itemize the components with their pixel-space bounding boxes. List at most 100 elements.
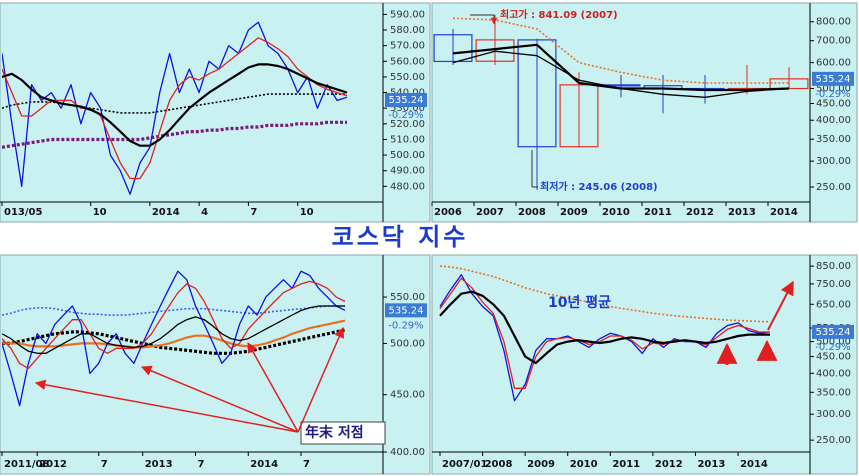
x-tick-label: 2009 bbox=[527, 459, 555, 470]
last-value-label: 535.24 bbox=[389, 95, 424, 106]
annotation: 年末 저점 bbox=[305, 424, 364, 441]
annotation: 최저가 : 245.06 (2008) bbox=[540, 180, 658, 193]
x-tick-label: 2013 bbox=[145, 459, 173, 470]
arrow bbox=[767, 280, 794, 331]
series-line bbox=[439, 274, 771, 402]
series-line bbox=[452, 43, 790, 92]
x-tick-label: 7 bbox=[101, 459, 108, 470]
series-line bbox=[452, 17, 789, 84]
x-tick-label: 4 bbox=[201, 207, 208, 218]
y-tick-label: 580.00 bbox=[390, 25, 425, 36]
series-line bbox=[2, 63, 348, 147]
x-tick-label: 2007 bbox=[476, 207, 504, 218]
x-tick-label: 2013 bbox=[697, 459, 725, 470]
y-tick-label: 500.00 bbox=[816, 84, 851, 95]
arrow bbox=[141, 365, 299, 433]
x-tick-label: 2010 bbox=[602, 207, 630, 218]
change-label: -0.29% bbox=[388, 320, 423, 331]
y-tick-label: 550.00 bbox=[390, 72, 425, 83]
x-tick-label: 2012 bbox=[655, 459, 683, 470]
y-tick-label: 300.00 bbox=[816, 156, 851, 167]
x-tick-label: 10 bbox=[93, 207, 107, 218]
series-line bbox=[2, 21, 348, 195]
y-tick-label: 300.00 bbox=[816, 409, 851, 420]
change-label: -0.29% bbox=[388, 110, 423, 121]
x-tick-label: 2006 bbox=[434, 207, 462, 218]
last-value-box bbox=[385, 92, 427, 107]
x-tick-label: 2012 bbox=[39, 459, 67, 470]
lines bbox=[2, 270, 346, 407]
candle-body bbox=[517, 39, 557, 148]
x-tick-label: 013/05 bbox=[4, 207, 42, 218]
annotation-box bbox=[300, 421, 386, 445]
last-value-box bbox=[812, 71, 854, 86]
x-tick-label: 2008 bbox=[485, 459, 513, 470]
x-tick-label: 2009 bbox=[560, 207, 588, 218]
arrow bbox=[247, 342, 299, 433]
x-tick-label: 7 bbox=[250, 207, 257, 218]
lines bbox=[439, 265, 771, 402]
y-tick-label: 250.00 bbox=[816, 435, 851, 446]
y-tick-label: 700.00 bbox=[816, 36, 851, 47]
y-tick-label: 350.00 bbox=[816, 134, 851, 145]
page-title: 코스닥 지수 bbox=[332, 223, 469, 251]
y-tick-label: 750.00 bbox=[816, 279, 851, 290]
x-tick-label: 2008 bbox=[518, 207, 546, 218]
change-label: -0.29% bbox=[815, 89, 850, 100]
x-tick-label: 2013 bbox=[728, 207, 756, 218]
last-value-box bbox=[385, 303, 427, 318]
y-tick-label: 400.00 bbox=[390, 447, 425, 458]
lines bbox=[452, 17, 790, 98]
y-tick-label: 520.00 bbox=[390, 119, 425, 130]
y-tick-label: 500.00 bbox=[390, 338, 425, 349]
x-tick-label: 2012 bbox=[686, 207, 714, 218]
last-value-label: 535.24 bbox=[389, 305, 424, 316]
y-tick-label: 450.00 bbox=[816, 352, 851, 363]
last-value-label: 535.24 bbox=[816, 74, 851, 85]
y-tick-label: 850.00 bbox=[816, 261, 851, 272]
lines bbox=[2, 21, 348, 195]
annotation: 10년 평균 bbox=[548, 294, 611, 311]
y-tick-label: 500.00 bbox=[816, 337, 851, 348]
x-tick-label: 2011 bbox=[644, 207, 672, 218]
x-tick-label: 7 bbox=[197, 459, 204, 470]
y-tick-label: 450.00 bbox=[816, 99, 851, 110]
arrow bbox=[297, 327, 345, 433]
series-line bbox=[2, 270, 346, 407]
panel-background bbox=[431, 254, 858, 475]
y-tick-label: 490.00 bbox=[390, 166, 425, 177]
y-tick-label: 550.00 bbox=[390, 292, 425, 303]
series-line bbox=[439, 290, 770, 365]
series-line bbox=[439, 277, 770, 389]
series-line bbox=[2, 305, 345, 316]
x-tick-label: 2014 bbox=[152, 207, 180, 218]
x-tick-label: 2011/08 bbox=[4, 459, 49, 470]
y-tick-label: 530.00 bbox=[390, 103, 425, 114]
y-tick-label: 250.00 bbox=[816, 182, 851, 193]
y-tick-label: 400.00 bbox=[816, 115, 851, 126]
x-tick-label: 2014 bbox=[250, 459, 278, 470]
y-tick-label: 570.00 bbox=[390, 41, 425, 52]
y-tick-label: 600.00 bbox=[816, 58, 851, 69]
y-tick-label: 500.00 bbox=[390, 150, 425, 161]
y-tick-label: 800.00 bbox=[816, 17, 851, 28]
panel-background bbox=[0, 2, 431, 223]
series-line bbox=[2, 305, 345, 354]
arrow bbox=[34, 379, 299, 433]
y-tick-label: 590.00 bbox=[390, 9, 425, 20]
y-tick-label: 560.00 bbox=[390, 56, 425, 67]
y-tick-label: 510.00 bbox=[390, 134, 425, 145]
change-label: -0.29% bbox=[815, 342, 850, 353]
y-tick-label: 480.00 bbox=[390, 181, 425, 192]
x-tick-label: 2007/01 bbox=[442, 459, 487, 470]
x-tick-label: 2014 bbox=[740, 459, 768, 470]
last-value-box bbox=[812, 324, 854, 339]
x-tick-label: 10 bbox=[300, 207, 314, 218]
series-line bbox=[439, 265, 771, 323]
y-tick-label: 350.00 bbox=[816, 387, 851, 398]
y-tick-label: 650.00 bbox=[816, 299, 851, 310]
annotation: 최고가 : 841.09 (2007) bbox=[500, 8, 618, 21]
y-tick-label: 450.00 bbox=[390, 390, 425, 401]
